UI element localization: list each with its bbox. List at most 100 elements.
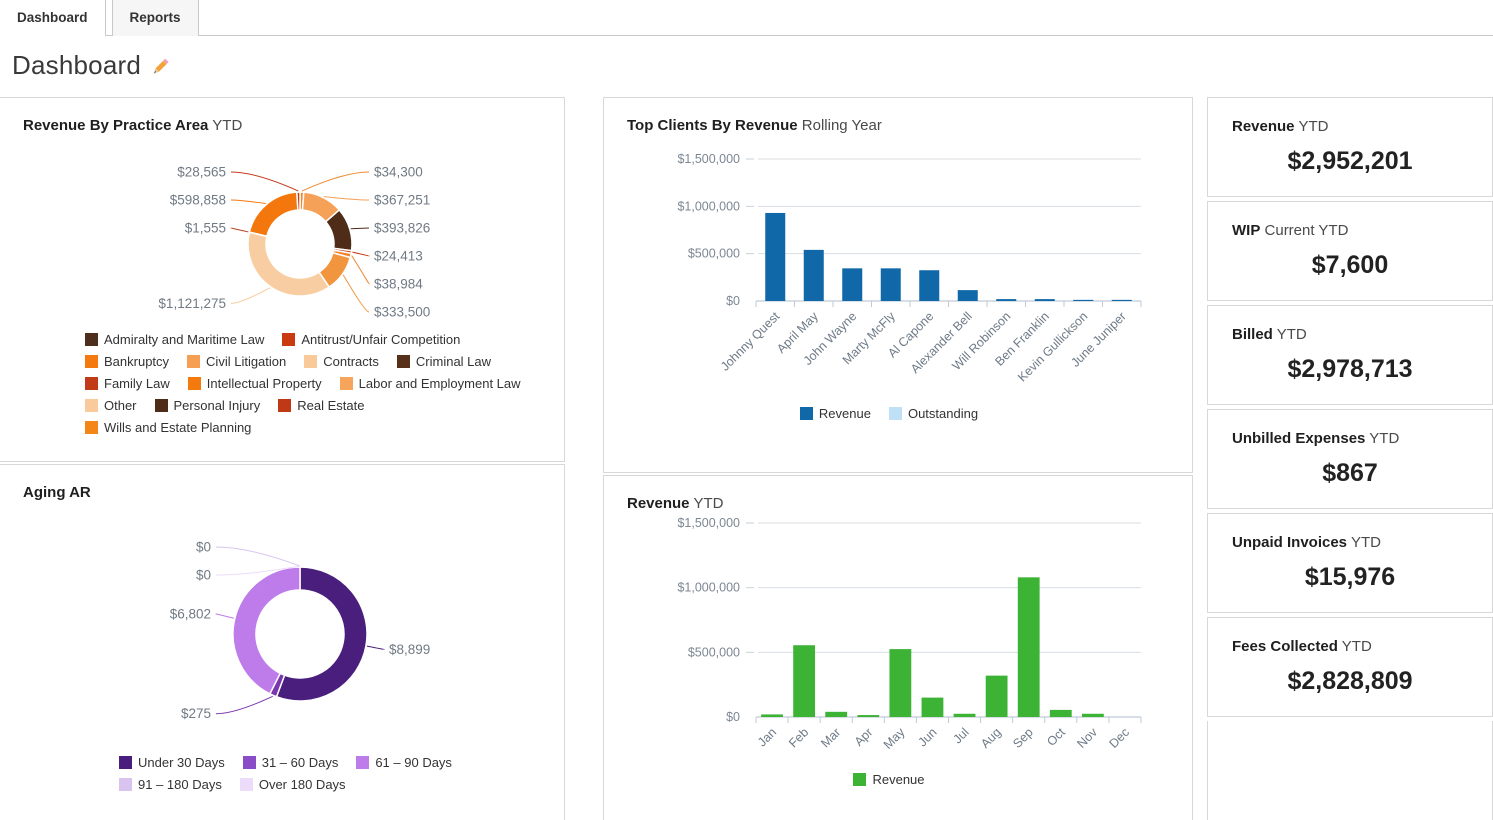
legend-label: 61 – 90 Days	[375, 755, 452, 770]
kpi-value: $2,952,201	[1287, 147, 1413, 175]
aging-legend-item[interactable]: Under 30 Days	[119, 755, 225, 770]
practice-legend-item[interactable]: Criminal Law	[396, 354, 491, 369]
bar-jan[interactable]	[761, 714, 783, 717]
practice-legend-item[interactable]: Labor and Employment Law	[339, 376, 521, 391]
y-axis-label: $0	[726, 294, 740, 308]
donut-value-label: $8,899	[389, 642, 430, 657]
practice-area-donut-chart[interactable]: $34,300 $367,251 $393,826 $24,413 $38,984 $33…	[0, 98, 563, 461]
aging-legend-item[interactable]: 31 – 60 Days	[242, 755, 338, 770]
kpi-title: Unpaid Invoices YTD	[1232, 534, 1492, 551]
tab-dashboard[interactable]: Dashboard	[0, 0, 106, 37]
legend-swatch	[396, 355, 410, 368]
legend-label: Personal Injury	[173, 398, 261, 413]
legend-label: Outstanding	[907, 406, 979, 421]
bar-april-may[interactable]	[803, 249, 824, 301]
legend-label: Intellectual Property	[206, 376, 322, 391]
legend-swatch	[85, 355, 98, 368]
bar-al-capone[interactable]	[919, 270, 940, 301]
practice-legend-item[interactable]: Admiralty and Maritime Law	[85, 332, 264, 347]
donut-value-label: $598,858	[170, 193, 226, 208]
bar-aug[interactable]	[985, 675, 1008, 717]
bar-may[interactable]	[889, 649, 912, 717]
bar-nov[interactable]	[1081, 713, 1104, 717]
legend-swatch	[278, 399, 292, 412]
panel-title-rest: YTD	[693, 495, 724, 512]
donut-leader-line	[323, 196, 370, 201]
practice-legend-item[interactable]: Contracts	[304, 354, 379, 369]
legend-swatch	[239, 778, 253, 791]
donut-value-label: $1,121,275	[158, 296, 226, 311]
bar-marty-mcfly[interactable]	[880, 268, 901, 301]
bar-june-juniper[interactable]	[1111, 299, 1132, 301]
bar-jun[interactable]	[921, 697, 944, 717]
bar-johnny-quest[interactable]	[765, 212, 786, 301]
bar-oct[interactable]	[1049, 709, 1072, 717]
bar-kevin-gullickson[interactable]	[1073, 299, 1094, 301]
kpi-card-unbilled-expenses: Unbilled Expenses YTD $867	[1207, 409, 1493, 509]
kpi-card-revenue: Revenue YTD $2,952,201	[1207, 97, 1493, 197]
monthly-revenue-bar-chart[interactable]: $0 $500,000 $1,000,000 $1,500,000 Jan Feb Mar A…	[604, 476, 1192, 819]
clients-legend-item[interactable]: Outstanding	[888, 406, 979, 421]
page-header: Dashboard	[12, 50, 171, 81]
practice-legend-item[interactable]: Personal Injury	[154, 398, 261, 413]
kpi-value: $15,976	[1304, 563, 1396, 591]
aging-legend-item[interactable]: 91 – 180 Days	[119, 777, 222, 792]
donut-value-label: $0	[196, 568, 211, 583]
aging-legend-item[interactable]: Over 180 Days	[239, 777, 346, 792]
edit-pencil-icon[interactable]	[149, 56, 171, 78]
aging-legend-item[interactable]: 61 – 90 Days	[356, 755, 452, 770]
panel-title-bold: Revenue By Practice Area	[23, 117, 209, 134]
x-category-label: Mar	[818, 725, 843, 750]
donut-slice[interactable]	[247, 231, 331, 297]
legend-swatch	[119, 756, 132, 769]
legend-label: Family Law	[104, 376, 170, 391]
panel-revenue-by-practice-area: Revenue By Practice Area YTD $34,300 $367…	[0, 97, 565, 462]
donut-leader-line	[230, 171, 299, 192]
clients-legend-item[interactable]: Revenue	[799, 406, 871, 421]
bar-feb[interactable]	[793, 645, 816, 717]
bar-sep[interactable]	[1017, 577, 1040, 717]
donut-slice[interactable]	[296, 191, 301, 211]
bar-ben-franklin[interactable]	[1034, 299, 1055, 301]
legend-label: Antitrust/Unfair Competition	[301, 332, 461, 347]
practice-legend-item[interactable]: Intellectual Property	[187, 376, 322, 391]
legend-label: Wills and Estate Planning	[104, 420, 252, 435]
kpi-card-wip: WIP Current YTD $7,600	[1207, 201, 1493, 301]
top-clients-bar-chart[interactable]: $0 $500,000 $1,000,000 $1,500,000 Johnny Que…	[604, 98, 1192, 472]
practice-legend-item[interactable]: Antitrust/Unfair Competition	[282, 332, 460, 347]
bar-mar[interactable]	[825, 711, 848, 717]
tab-bar: Dashboard Reports	[0, 0, 1493, 37]
aging-ar-donut-chart[interactable]: $8,899 $275 $6,802 $0 $0	[0, 465, 563, 819]
donut-leader-line	[215, 613, 234, 619]
legend-swatch	[853, 773, 867, 786]
donut-slice[interactable]	[248, 191, 299, 238]
donut-slice[interactable]	[275, 566, 368, 702]
panel-title-practice: Revenue By Practice Area YTD	[23, 117, 242, 134]
tab-reports[interactable]: Reports	[111, 0, 199, 36]
practice-legend-item[interactable]: Real Estate	[278, 398, 364, 413]
practice-legend-item[interactable]: Other	[85, 398, 137, 413]
y-axis-label: $500,000	[688, 247, 740, 261]
donut-slice[interactable]	[232, 566, 301, 695]
practice-legend-item[interactable]: Family Law	[85, 376, 170, 391]
kpi-card-fees-collected: Fees Collected YTD $2,828,809	[1207, 617, 1493, 717]
bar-alexander-bell[interactable]	[957, 290, 978, 301]
legend-swatch	[282, 333, 296, 346]
legend-swatch	[119, 778, 132, 791]
legend-swatch	[356, 756, 370, 769]
practice-legend-item[interactable]: Civil Litigation	[187, 354, 286, 369]
bar-will-robinson[interactable]	[996, 299, 1017, 301]
donut-leader-line	[215, 565, 300, 576]
donut-value-label: $0	[196, 540, 211, 555]
monthly-legend-item[interactable]: Revenue	[853, 772, 925, 787]
x-category-label: Jul	[950, 725, 971, 746]
bar-jul[interactable]	[953, 713, 976, 717]
kpi-title-bold: Billed	[1232, 326, 1273, 343]
bar-apr[interactable]	[857, 715, 880, 717]
bar-john-wayne[interactable]	[842, 268, 863, 301]
practice-legend-item[interactable]: Bankruptcy	[85, 354, 169, 369]
practice-legend-item[interactable]: Wills and Estate Planning	[85, 420, 251, 435]
donut-value-label: $24,413	[374, 249, 423, 264]
panel-title-rest: YTD	[212, 117, 243, 134]
kpi-title: Fees Collected YTD	[1232, 638, 1492, 655]
